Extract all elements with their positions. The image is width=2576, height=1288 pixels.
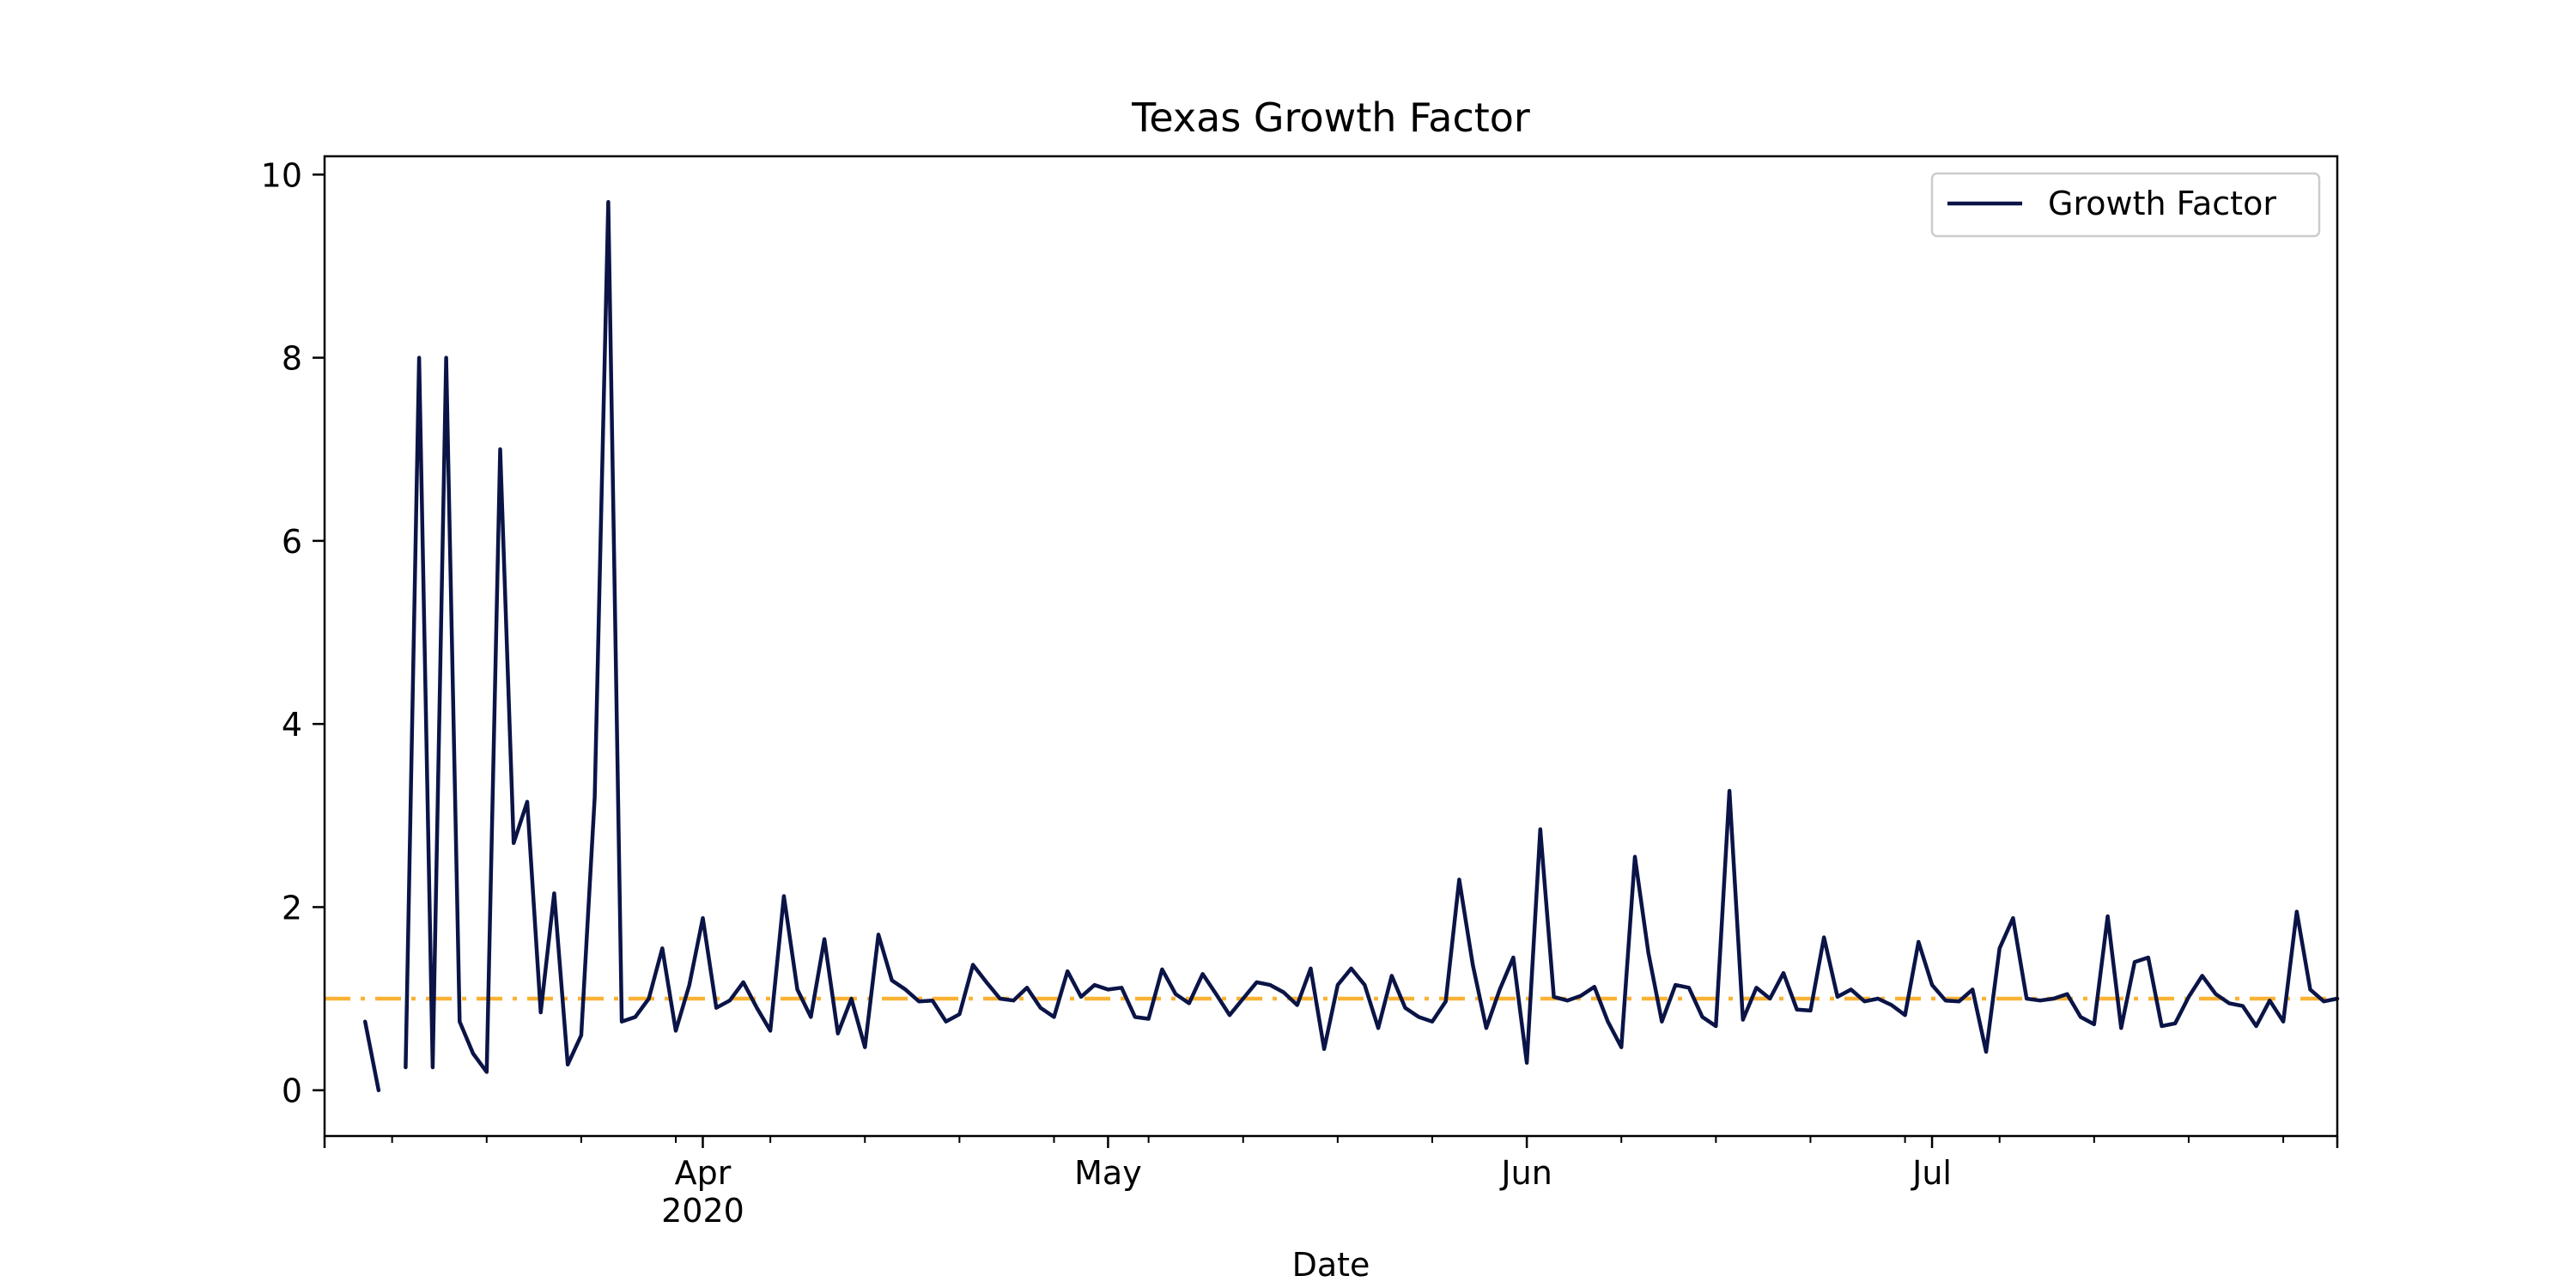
y-tick-label: 0 xyxy=(282,1072,302,1110)
legend-label-growth-factor: Growth Factor xyxy=(2048,185,2276,222)
y-tick-label: 6 xyxy=(282,523,302,561)
chart-title: Texas Growth Factor xyxy=(1131,94,1530,141)
plot-frame xyxy=(323,155,2339,1138)
y-tick-label: 10 xyxy=(261,156,302,194)
y-axis: 0 2 4 6 8 10 xyxy=(261,156,325,1110)
legend-box xyxy=(1930,172,2321,238)
series-line-segment xyxy=(404,200,2340,1074)
series-layer xyxy=(325,200,2340,1092)
plot-area xyxy=(323,155,2340,1138)
y-tick-label: 8 xyxy=(282,340,302,378)
legend: Growth Factor xyxy=(1930,172,2321,238)
x-axis-label: Date xyxy=(1292,1246,1370,1284)
x-tick-label: Jun xyxy=(1499,1154,1552,1192)
x-tick-label: May xyxy=(1074,1154,1142,1192)
x-tick-label: Apr xyxy=(675,1154,732,1192)
y-tick-label: 2 xyxy=(282,889,302,927)
x-tick-sublabel: 2020 xyxy=(661,1192,744,1230)
x-tick-label: Jul xyxy=(1911,1154,1952,1192)
y-tick-label: 4 xyxy=(282,706,302,744)
series-line-segment xyxy=(362,1019,381,1092)
